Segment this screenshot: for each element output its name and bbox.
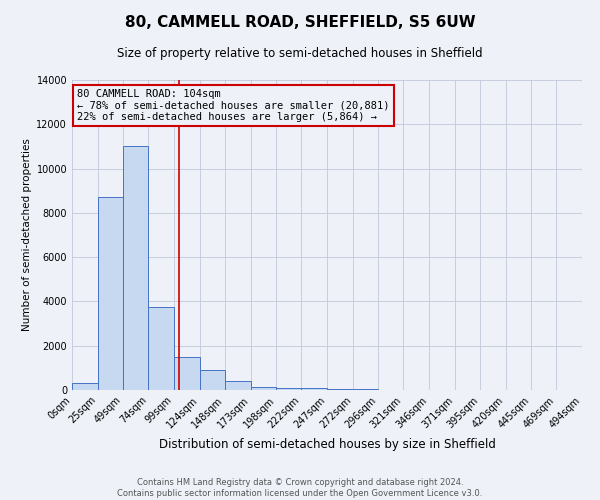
- Text: 80 CAMMELL ROAD: 104sqm
← 78% of semi-detached houses are smaller (20,881)
22% o: 80 CAMMELL ROAD: 104sqm ← 78% of semi-de…: [77, 89, 389, 122]
- Bar: [277, 388, 301, 390]
- Bar: [200, 370, 225, 390]
- Bar: [353, 389, 377, 390]
- Text: Size of property relative to semi-detached houses in Sheffield: Size of property relative to semi-detach…: [117, 48, 483, 60]
- Bar: [327, 388, 353, 390]
- Text: Contains HM Land Registry data © Crown copyright and database right 2024.
Contai: Contains HM Land Registry data © Crown c…: [118, 478, 482, 498]
- Bar: [174, 357, 200, 390]
- Bar: [225, 381, 251, 390]
- Bar: [122, 146, 148, 390]
- X-axis label: Distribution of semi-detached houses by size in Sheffield: Distribution of semi-detached houses by …: [158, 438, 496, 451]
- Text: 80, CAMMELL ROAD, SHEFFIELD, S5 6UW: 80, CAMMELL ROAD, SHEFFIELD, S5 6UW: [125, 15, 475, 30]
- Bar: [251, 387, 277, 390]
- Bar: [72, 384, 98, 390]
- Bar: [98, 198, 122, 390]
- Bar: [148, 307, 174, 390]
- Bar: [301, 388, 327, 390]
- Y-axis label: Number of semi-detached properties: Number of semi-detached properties: [22, 138, 32, 332]
